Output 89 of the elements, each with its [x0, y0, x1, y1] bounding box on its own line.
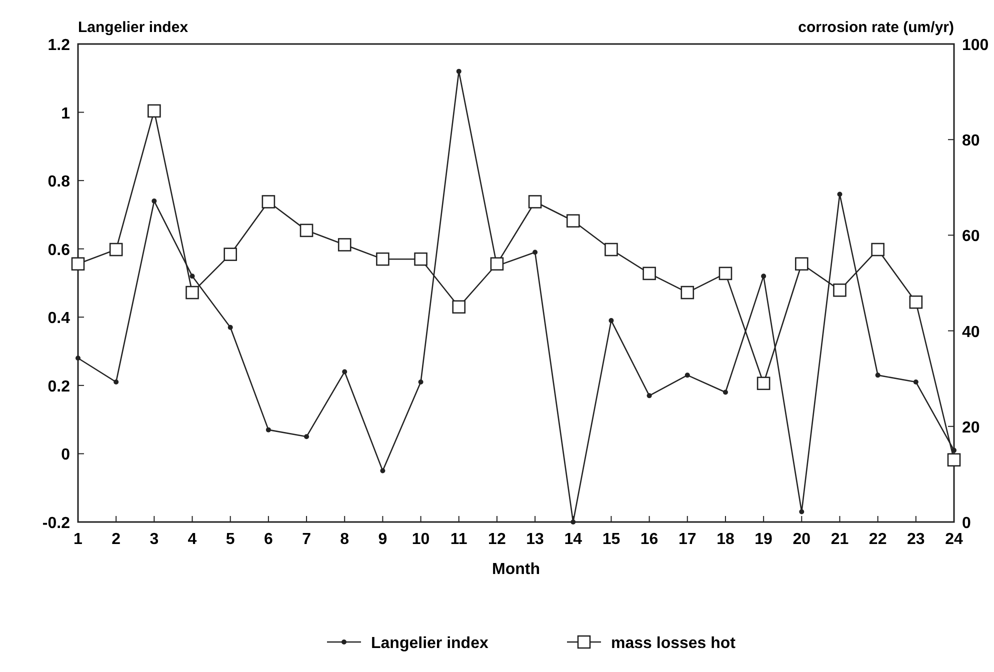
x-tick-label: 6: [264, 531, 273, 548]
y-tick-label: -0.2: [42, 515, 70, 532]
point: [837, 192, 842, 197]
point: [452, 300, 466, 314]
point: [342, 369, 348, 374]
x-tick-label: 12: [488, 531, 506, 548]
x-tick-label: 2: [112, 531, 121, 548]
point: [380, 468, 386, 474]
point: [604, 242, 618, 256]
x-tick-label: 16: [640, 531, 658, 548]
x-tick-label: 22: [868, 531, 887, 548]
point: [642, 266, 656, 280]
x-tick-label: 24: [945, 531, 963, 548]
point: [761, 274, 766, 279]
point: [338, 238, 352, 252]
point: [490, 257, 504, 271]
point: [376, 252, 390, 266]
y-tick-label: 0.8: [48, 174, 70, 191]
x-tick-label: 10: [412, 531, 430, 548]
point: [190, 274, 195, 279]
x-tick-label: 20: [792, 531, 811, 548]
y2-tick-label: 60: [962, 228, 980, 246]
point: [71, 257, 85, 271]
y-tick-label: 0.6: [48, 242, 70, 259]
point: [722, 390, 728, 395]
y2-tick-label: 80: [962, 132, 980, 150]
x-tick-label: 1: [74, 531, 83, 548]
y-tick-label: 1.2: [48, 37, 70, 54]
x-tick-label: 11: [450, 531, 468, 548]
y2-tick-label: 20: [962, 419, 980, 436]
x-tick-label: 14: [564, 531, 582, 548]
x-tick-label: 17: [678, 531, 696, 548]
point: [646, 393, 652, 398]
point: [114, 380, 119, 385]
x-axis-title: Month: [492, 561, 540, 578]
point: [871, 242, 884, 256]
point: [684, 372, 690, 378]
point: [570, 520, 576, 524]
point: [528, 195, 542, 208]
y-tick-label: 1: [61, 105, 70, 122]
y2-tick-label: 100: [962, 37, 989, 54]
point: [566, 214, 580, 228]
point: [224, 248, 237, 261]
y2-axis-title: corrosion rate (um/yr): [798, 19, 954, 36]
x-tick-label: 21: [830, 531, 849, 548]
point: [152, 198, 157, 204]
point: [718, 266, 732, 280]
x-tick-label: 5: [226, 531, 235, 548]
point: [532, 250, 538, 255]
point: [148, 104, 161, 118]
point: [833, 284, 846, 297]
x-tick-label: 4: [188, 531, 197, 548]
point: [456, 68, 462, 74]
point: [304, 434, 310, 440]
point: [262, 195, 276, 208]
legend-label: Langelier index: [371, 635, 488, 652]
x-tick-label: 19: [754, 531, 773, 548]
point: [228, 324, 233, 330]
y-tick-label: 0.2: [48, 378, 70, 396]
x-tick-label: 18: [716, 531, 734, 548]
x-tick-label: 7: [302, 531, 312, 548]
point: [608, 318, 614, 324]
x-tick-label: 13: [526, 531, 544, 548]
point: [186, 286, 199, 300]
x-tick-label: 9: [378, 531, 388, 548]
x-tick-label: 8: [340, 531, 350, 548]
point: [756, 376, 770, 390]
point: [414, 252, 428, 266]
x-tick-label: 3: [150, 531, 159, 548]
y-axis-title: Langelier index: [78, 19, 189, 36]
y2-tick-label: 40: [962, 324, 980, 341]
point: [76, 356, 80, 361]
point: [795, 257, 808, 271]
point: [266, 427, 271, 432]
legend-label: mass losses hot: [611, 635, 736, 652]
x-tick-label: 15: [602, 531, 620, 548]
point: [109, 242, 123, 256]
y2-tick-label: 0: [962, 515, 971, 532]
x-tick-label: 23: [907, 531, 925, 548]
point: [680, 286, 694, 300]
point: [947, 453, 961, 467]
y-tick-label: 0.4: [48, 310, 70, 328]
point: [799, 509, 804, 514]
y-tick-label: 0: [61, 446, 70, 464]
point: [909, 295, 923, 309]
point: [300, 224, 314, 238]
point: [913, 380, 918, 385]
point: [875, 372, 880, 378]
point: [418, 380, 424, 385]
